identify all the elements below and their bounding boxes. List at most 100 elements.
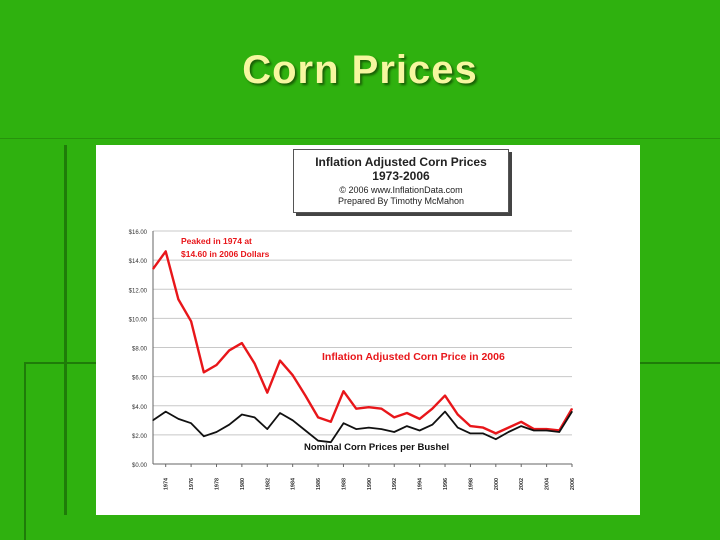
x-tick-label: 2006: [570, 478, 576, 490]
data-point: [558, 431, 560, 433]
x-tick-label: 1980: [240, 478, 246, 490]
data-point: [330, 441, 332, 443]
data-point: [203, 435, 205, 437]
data-point: [203, 371, 205, 373]
data-point: [368, 426, 370, 429]
data-point: [355, 408, 357, 410]
y-tick-label: $2.00: [132, 434, 148, 440]
data-point: [241, 413, 243, 416]
data-point: [292, 374, 294, 376]
chart-title-box: Inflation Adjusted Corn Prices 1973-2006…: [293, 149, 509, 213]
data-point: [406, 425, 408, 427]
data-point: [177, 418, 179, 420]
data-point: [457, 426, 459, 429]
peak-annotation: $14.60 in 2006 Dollars: [181, 249, 270, 259]
data-point: [533, 429, 535, 432]
data-point: [507, 431, 510, 433]
data-point: [342, 422, 345, 424]
data-point: [368, 406, 370, 408]
data-point: [165, 410, 167, 413]
x-tick-label: 2002: [519, 478, 525, 490]
x-tick-label: 1984: [291, 477, 297, 490]
data-point: [380, 408, 383, 410]
inflation-adjusted-line: [152, 250, 574, 435]
data-point: [393, 416, 395, 418]
data-point: [546, 428, 548, 430]
data-point: [152, 419, 154, 421]
data-point: [228, 349, 230, 352]
data-point: [520, 425, 522, 427]
data-point: [317, 416, 319, 418]
x-tick-label: 1992: [392, 478, 398, 490]
data-point: [380, 428, 383, 430]
chart-panel: $0.00 $2.00 $4.00 $6.00 $8.00 $10.00 $12.00 $14…: [96, 145, 640, 515]
data-point: [393, 431, 395, 433]
data-point: [431, 408, 433, 410]
data-point: [190, 422, 192, 424]
data-point: [330, 421, 332, 423]
y-tick-label: $0.00: [132, 463, 148, 469]
data-point: [546, 429, 548, 432]
data-point: [571, 408, 573, 410]
y-tick-label: $14.00: [129, 259, 148, 265]
data-point: [215, 364, 218, 366]
data-point: [253, 362, 256, 365]
x-tick-label: 1982: [265, 478, 271, 490]
data-point: [469, 425, 472, 427]
y-tick-label: $10.00: [129, 317, 148, 323]
data-point: [304, 429, 306, 432]
decorative-bar: [640, 362, 720, 364]
data-point: [304, 394, 306, 397]
data-point: [444, 394, 446, 397]
y-tick-label: $12.00: [129, 288, 148, 294]
nominal-price-line: [152, 410, 573, 444]
x-tick-label: 2004: [545, 477, 551, 490]
data-point: [457, 413, 459, 416]
decorative-bar: [24, 362, 96, 364]
data-point: [279, 360, 281, 362]
data-point: [279, 412, 281, 414]
x-tick-label: 1998: [468, 478, 474, 490]
y-tick-label: $8.00: [132, 347, 148, 353]
data-point: [342, 390, 345, 392]
x-tick-label: 1974: [164, 477, 170, 490]
data-point: [482, 426, 484, 429]
chart-credit: Prepared By Timothy McMahon: [337, 196, 465, 206]
data-point: [292, 419, 294, 421]
data-point: [444, 410, 446, 413]
data-point: [495, 438, 497, 440]
y-tick-label: $16.00: [129, 230, 148, 236]
data-point: [253, 416, 256, 418]
x-tick-label: 1976: [189, 478, 195, 490]
title-underline: [0, 138, 720, 139]
data-point: [419, 429, 421, 432]
data-point: [469, 432, 472, 435]
chart-copyright: © 2006 www.InflationData.com: [339, 185, 463, 195]
y-tick-label: $6.00: [132, 376, 148, 382]
data-point: [482, 432, 484, 435]
x-tick-label: 1990: [367, 478, 373, 490]
series-label-nominal: Nominal Corn Prices per Bushel: [304, 442, 449, 453]
chart-subtitle: 1973-2006: [372, 169, 430, 183]
data-point: [317, 440, 319, 442]
data-point: [215, 431, 218, 433]
data-point: [355, 428, 357, 430]
x-tick-label: 1978: [214, 478, 220, 490]
x-tick-label: 1988: [341, 478, 347, 490]
data-point: [406, 412, 408, 414]
slide-title: Corn Prices: [242, 48, 478, 92]
chart-title: Inflation Adjusted Corn Prices: [315, 155, 487, 169]
y-tick-label: $4.00: [132, 405, 148, 411]
x-tick-label: 1996: [443, 478, 449, 490]
data-point: [266, 428, 268, 430]
x-tick-label: 2000: [494, 478, 500, 490]
data-point: [507, 426, 510, 429]
data-point: [190, 320, 192, 322]
data-point: [495, 432, 497, 435]
data-point: [228, 424, 230, 426]
x-tick-label: 1994: [418, 477, 424, 490]
data-point: [533, 428, 535, 430]
data-point: [241, 342, 243, 344]
data-point: [571, 410, 573, 413]
data-point: [177, 298, 179, 301]
